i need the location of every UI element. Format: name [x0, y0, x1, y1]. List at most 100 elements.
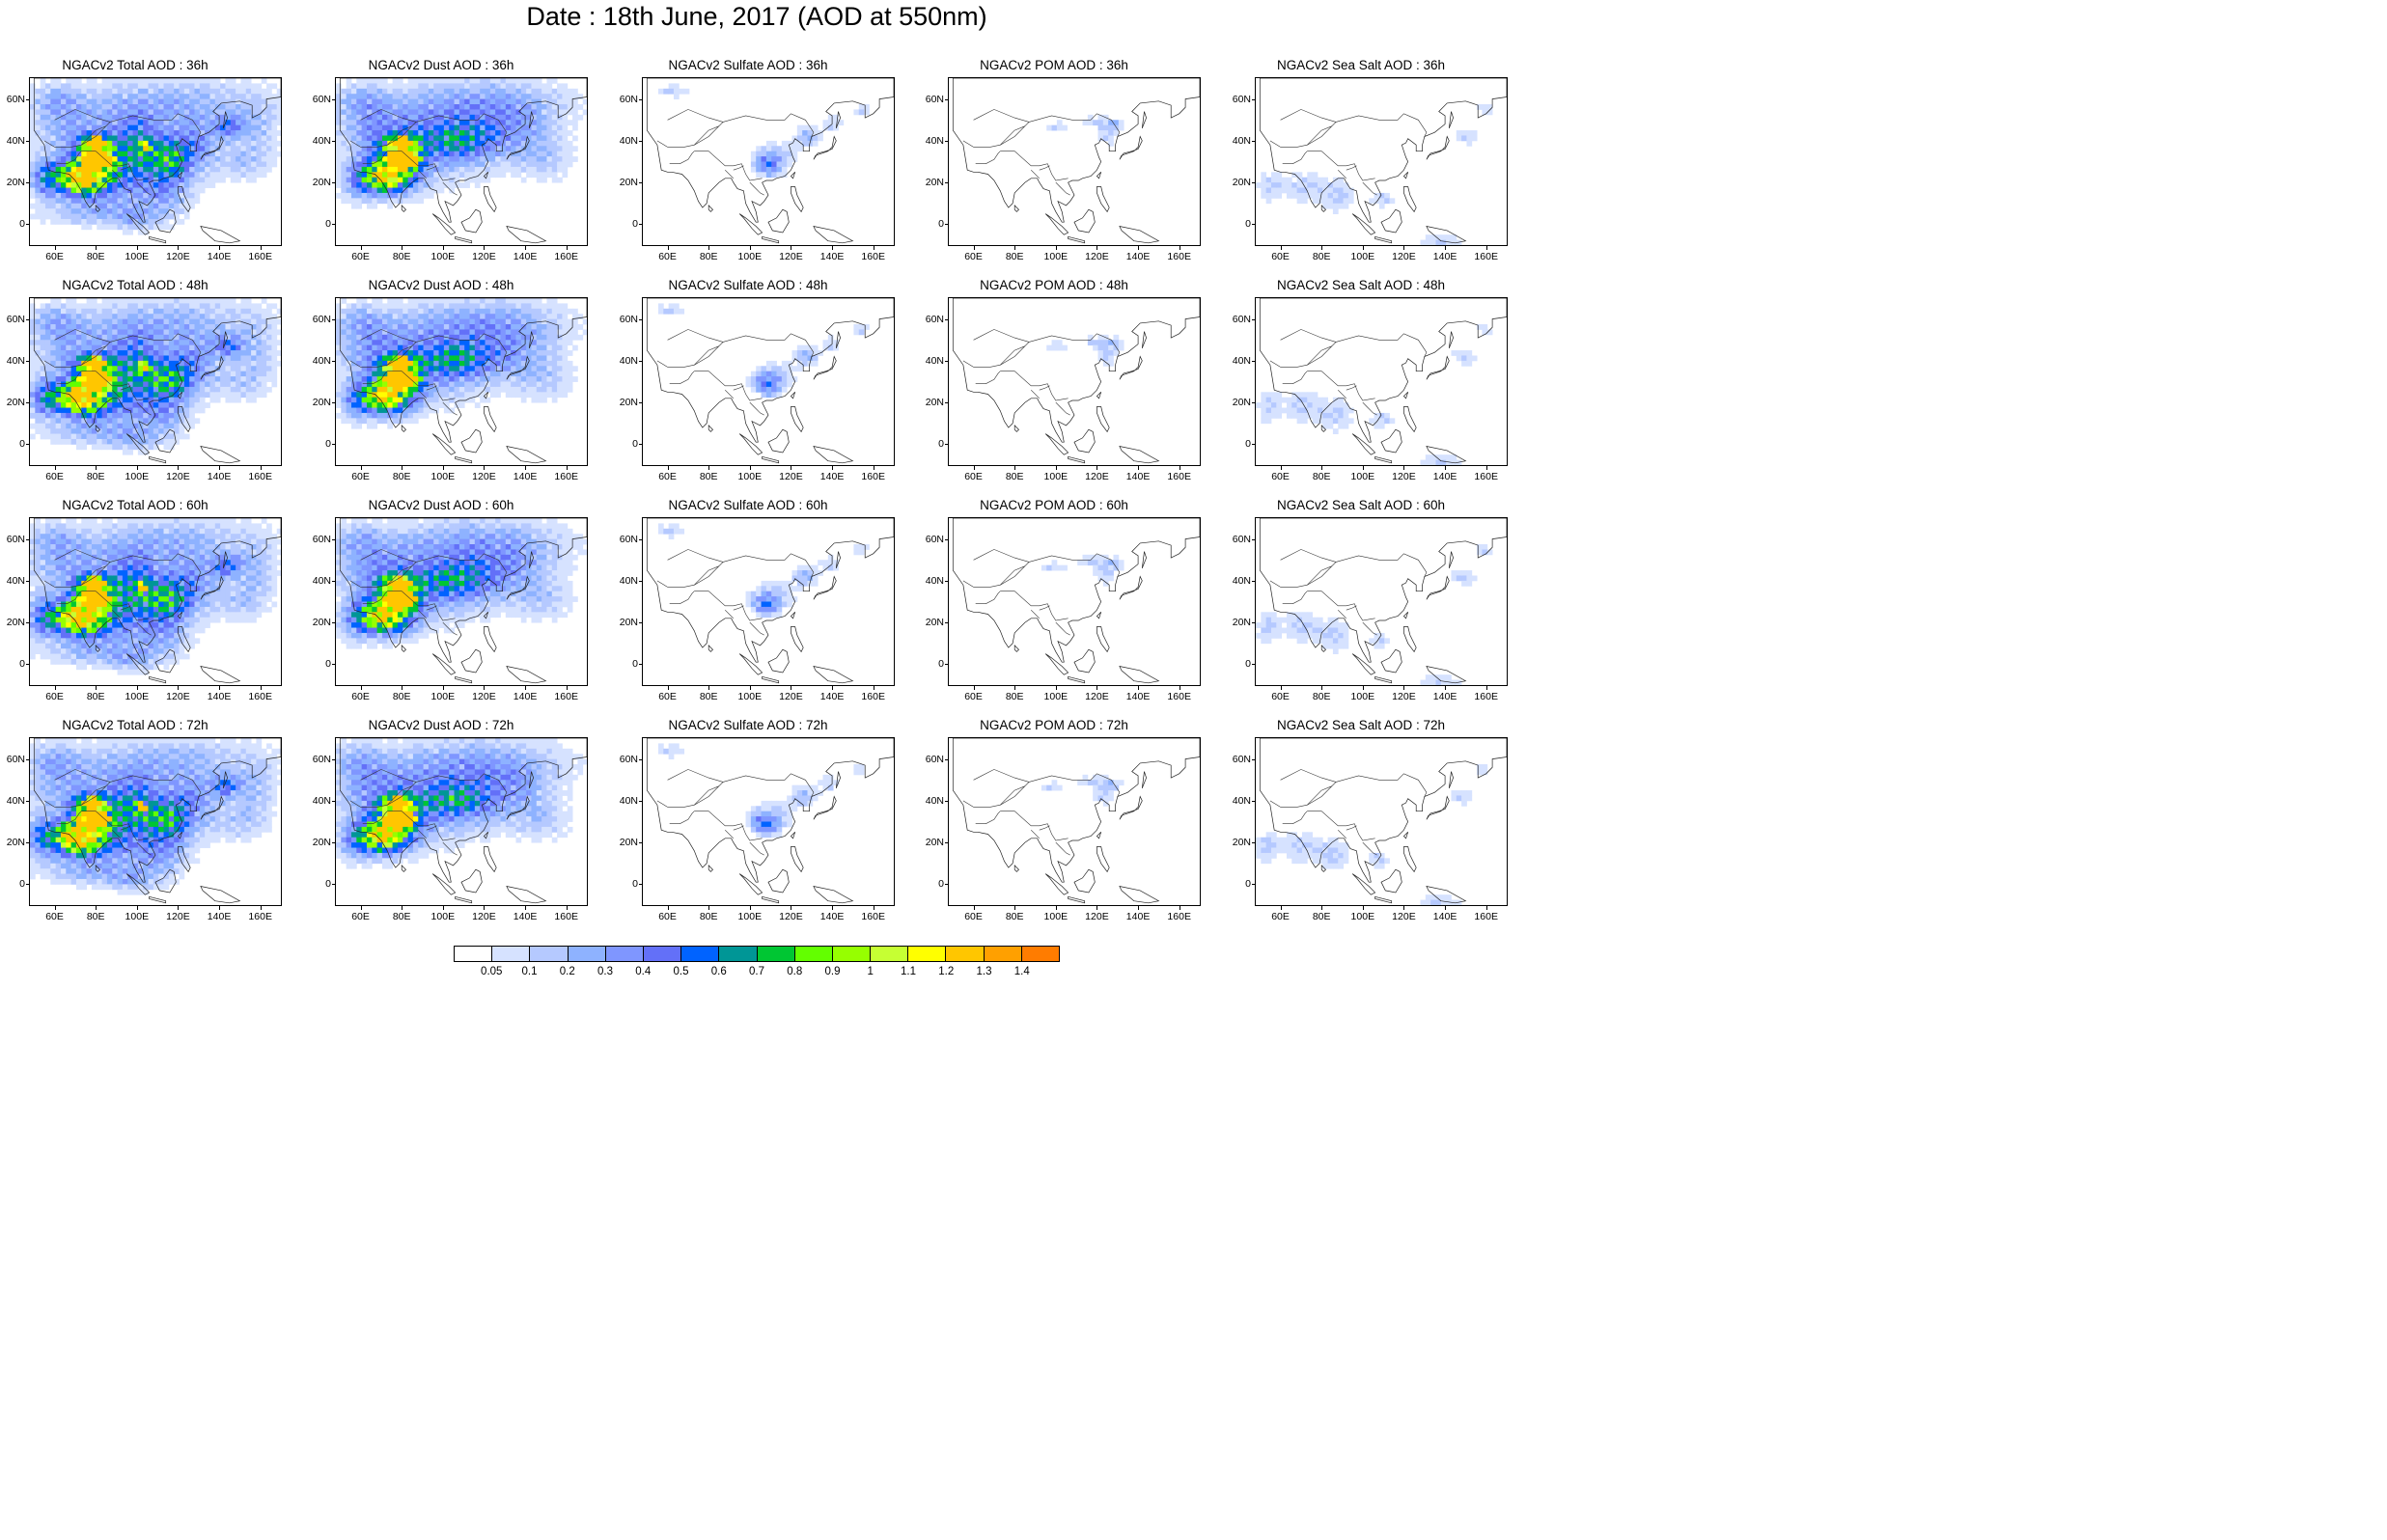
aod-cell	[1322, 177, 1328, 183]
lat-tick	[332, 98, 336, 100]
aod-cell	[276, 109, 281, 116]
aod-cell	[520, 334, 527, 341]
aod-cell	[366, 192, 373, 199]
aod-cell	[225, 151, 232, 157]
aod-cell	[245, 120, 252, 126]
aod-cell	[515, 381, 522, 388]
aod-cell	[183, 94, 190, 100]
aod-cell	[366, 318, 373, 325]
aod-cell	[1327, 192, 1334, 199]
country-border	[694, 151, 763, 181]
aod-cell	[97, 355, 102, 362]
aod-cell	[505, 120, 512, 126]
aod-cell	[423, 381, 430, 388]
aod-cell	[220, 94, 226, 100]
aod-cell	[271, 130, 278, 136]
aod-cell	[557, 104, 563, 110]
aod-cell	[30, 114, 36, 121]
aod-cell	[97, 166, 102, 173]
aod-cell	[526, 376, 532, 382]
aod-cell	[350, 203, 357, 209]
aod-cell	[418, 344, 424, 351]
coastline	[1402, 172, 1409, 179]
aod-cell	[531, 83, 538, 90]
aod-cell	[387, 114, 394, 121]
aod-cell	[458, 329, 465, 336]
lat-tick	[1252, 98, 1256, 100]
aod-cell	[183, 172, 190, 179]
aod-cell	[174, 303, 180, 310]
aod-cell	[336, 340, 342, 346]
aod-cell	[458, 350, 465, 356]
coastline	[33, 298, 281, 443]
lon-tick	[96, 466, 97, 470]
country-border	[1280, 125, 1333, 148]
aod-cell	[117, 224, 124, 231]
aod-cell	[236, 146, 241, 152]
aod-cell	[266, 308, 272, 315]
aod-cell	[66, 298, 72, 304]
aod-cell	[153, 318, 159, 325]
aod-cell	[81, 303, 88, 310]
aod-cell	[163, 433, 170, 440]
aod-cell	[106, 303, 113, 310]
aod-cell	[428, 172, 434, 179]
aod-cell	[372, 120, 378, 126]
aod-cell	[122, 98, 128, 105]
aod-cell	[500, 314, 507, 320]
aod-cell	[106, 140, 113, 147]
aod-cell	[101, 381, 108, 388]
aod-cell	[433, 381, 439, 388]
aod-cell	[1420, 239, 1427, 245]
aod-cell	[179, 314, 185, 320]
aod-cell	[515, 109, 522, 116]
aod-cell	[372, 355, 378, 362]
aod-cell	[572, 329, 578, 336]
aod-cell	[122, 83, 128, 90]
aod-cell	[91, 98, 97, 105]
aod-cell	[112, 208, 118, 214]
aod-cell	[86, 124, 93, 131]
aod-cell	[106, 392, 113, 399]
aod-cell	[179, 218, 185, 225]
aod-cell	[199, 130, 206, 136]
aod-cell	[168, 120, 175, 126]
aod-cell	[137, 376, 144, 382]
aod-cell	[449, 98, 455, 105]
aod-cell	[194, 78, 201, 84]
lat-label: 0	[19, 218, 25, 231]
lon-label: 60E	[351, 251, 370, 262]
aod-cell	[137, 229, 144, 235]
aod-cell	[230, 303, 236, 310]
aod-cell	[205, 124, 210, 131]
aod-cell	[511, 386, 516, 393]
aod-cell	[148, 161, 154, 168]
aod-cell	[438, 104, 445, 110]
aod-cell	[143, 444, 149, 451]
aod-cell	[86, 208, 93, 214]
aod-cell	[781, 140, 788, 147]
aod-cell	[44, 376, 51, 382]
aod-cell	[40, 412, 46, 419]
aod-cell	[194, 303, 201, 310]
aod-cell	[495, 376, 501, 382]
aod-cell	[495, 340, 501, 346]
aod-cell	[117, 146, 124, 152]
aod-cell	[153, 376, 159, 382]
aod-cell	[423, 303, 430, 310]
aod-cell	[97, 334, 102, 341]
aod-cell	[209, 78, 216, 84]
aod-cell	[428, 366, 434, 372]
coastline	[339, 298, 587, 443]
aod-cell	[153, 350, 159, 356]
aod-cell	[55, 124, 62, 131]
aod-cell	[122, 151, 128, 157]
aod-cell	[341, 360, 347, 367]
aod-cell	[50, 156, 57, 162]
aod-cell	[1097, 124, 1104, 131]
aod-cell	[189, 355, 195, 362]
aod-cell	[541, 94, 547, 100]
aod-cell	[153, 314, 159, 320]
aod-cell	[153, 213, 159, 220]
aod-cell	[44, 340, 51, 346]
